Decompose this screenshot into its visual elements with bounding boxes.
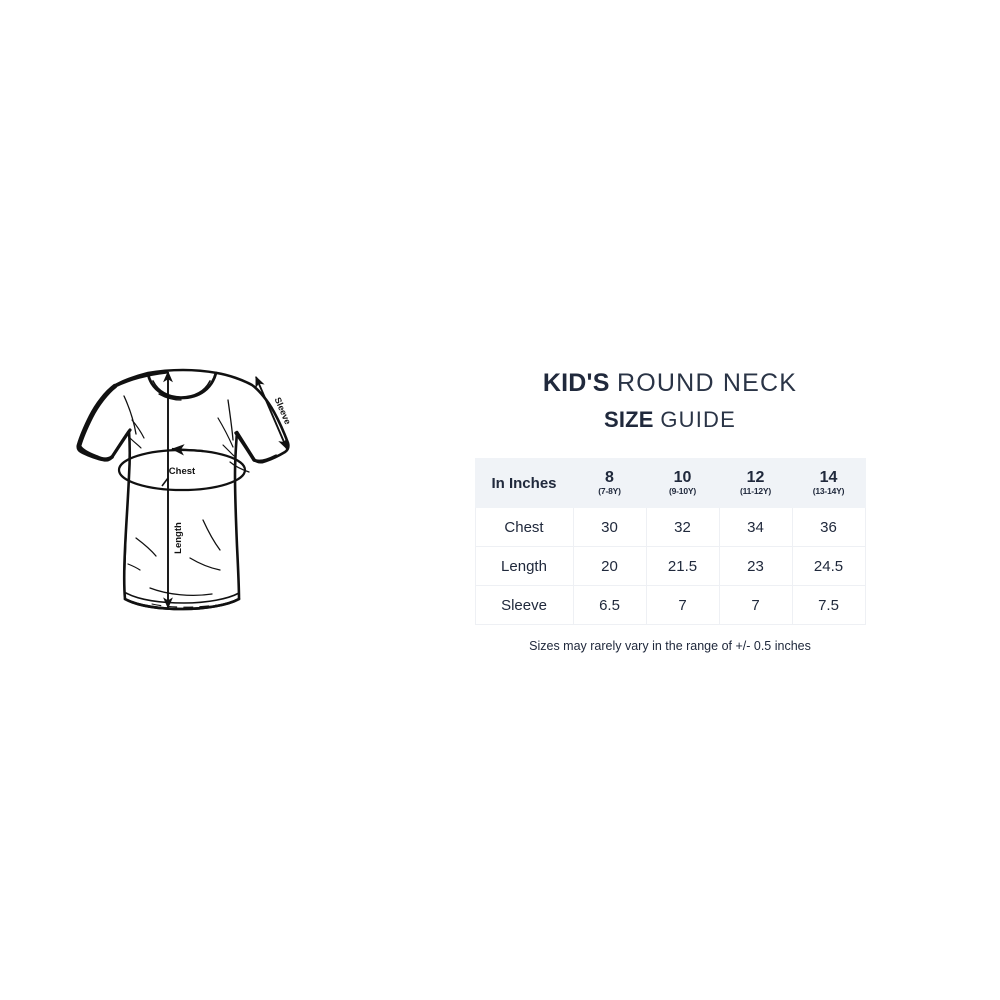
table-row: Sleeve 6.5 7 7 7.5 xyxy=(474,585,866,625)
cell-chest-1: 32 xyxy=(645,507,720,547)
cell-sleeve-0: 6.5 xyxy=(572,585,647,625)
page-subtitle: SIZE GUIDE xyxy=(470,406,870,434)
cell-length-0: 20 xyxy=(572,546,647,586)
page-title-light: ROUND NECK xyxy=(617,369,798,397)
cell-chest-2: 34 xyxy=(718,507,793,547)
page-title-bold: KID'S xyxy=(542,369,610,397)
table-row: Length 20 21.5 23 24.5 xyxy=(474,546,866,586)
size-header-cell-0: 8 (7-8Y) xyxy=(572,458,647,508)
cell-length-3: 24.5 xyxy=(791,546,866,586)
tshirt-sketch-svg: Chest Length Sleeve xyxy=(76,368,293,611)
size-age-1: (9-10Y) xyxy=(669,486,696,496)
size-chart-table: In Inches 8 (7-8Y) 10 (9-10Y) 12 (11-12Y… xyxy=(474,458,866,625)
cell-length-2: 23 xyxy=(718,546,793,586)
size-age-3: (13-14Y) xyxy=(812,486,845,496)
row-label-length: Length xyxy=(474,546,574,586)
size-number-1: 10 xyxy=(673,469,692,486)
page-subtitle-bold: SIZE xyxy=(603,407,654,432)
size-header-cell-1: 10 (9-10Y) xyxy=(645,458,720,508)
cell-length-1: 21.5 xyxy=(645,546,720,586)
size-number-0: 8 xyxy=(605,469,614,486)
cell-chest-0: 30 xyxy=(572,507,647,547)
cell-chest-3: 36 xyxy=(791,507,866,547)
size-guide-panel: KID'S ROUND NECK SIZE GUIDE In Inches 8 xyxy=(470,368,870,653)
cell-sleeve-2: 7 xyxy=(718,585,793,625)
tshirt-illustration: Chest Length Sleeve xyxy=(40,350,340,650)
size-header-cell-3: 14 (13-14Y) xyxy=(791,458,866,508)
cell-sleeve-1: 7 xyxy=(645,585,720,625)
size-age-0: (7-8Y) xyxy=(598,486,621,496)
row-label-sleeve: Sleeve xyxy=(474,585,574,625)
size-number-3: 14 xyxy=(819,469,838,486)
chest-measurement: Chest xyxy=(117,444,247,492)
size-age-2: (11-12Y) xyxy=(739,486,771,496)
unit-header-label: In Inches xyxy=(491,474,557,492)
page-subtitle-light: GUIDE xyxy=(660,407,736,432)
table-header-row: In Inches 8 (7-8Y) 10 (9-10Y) 12 (11-12Y… xyxy=(474,458,866,508)
page-title: KID'S ROUND NECK xyxy=(470,368,870,398)
chest-label: Chest xyxy=(169,466,196,477)
unit-header-cell: In Inches xyxy=(474,458,574,508)
length-measurement: Length xyxy=(161,370,184,609)
cell-sleeve-3: 7.5 xyxy=(791,585,866,625)
row-label-chest: Chest xyxy=(474,507,574,547)
tshirt-outline xyxy=(76,368,290,611)
size-number-2: 12 xyxy=(746,469,765,486)
length-label: Length xyxy=(173,522,184,554)
size-variance-note: Sizes may rarely vary in the range of +/… xyxy=(529,639,811,653)
size-header-cell-2: 12 (11-12Y) xyxy=(718,458,793,508)
table-row: Chest 30 32 34 36 xyxy=(474,507,866,547)
